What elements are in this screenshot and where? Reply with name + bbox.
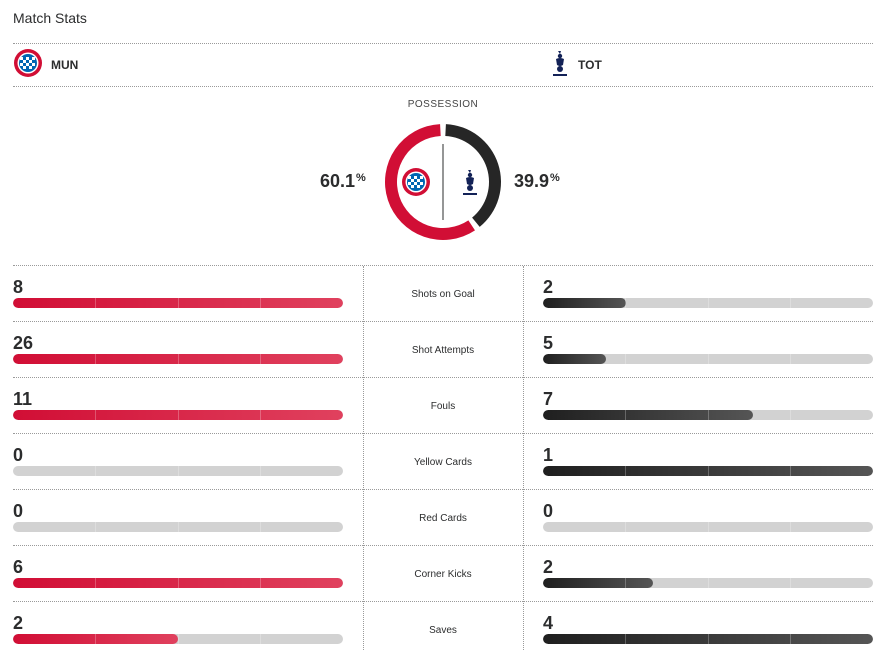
home-stat-bar [13,298,343,308]
home-stat-fill [13,298,343,308]
stat-label: Corner Kicks [414,569,472,580]
home-stat-value: 8 [13,277,24,297]
stat-row: 2 Saves 4 [13,602,873,658]
stat-row: 8 Shots on Goal 2 [13,266,873,322]
home-stat-fill [13,410,343,420]
home-stat-bar [13,578,343,588]
divider [13,377,873,378]
away-stat-fill [543,578,653,588]
stat-label: Red Cards [419,513,467,524]
stat-row: 26 Shot Attempts 5 [13,322,873,378]
possession-label: POSSESSION [407,99,479,110]
home-stat-bar [13,354,343,364]
home-team-abbr: MUN [51,58,79,72]
divider [13,265,873,266]
away-stat-fill [543,354,607,364]
divider [13,545,873,546]
divider [13,601,873,602]
away-stat-value: 7 [543,389,554,409]
home-team[interactable]: MUN [13,48,79,83]
away-stat-fill [543,410,753,420]
away-stat-fill [543,466,873,476]
stat-label: Fouls [430,401,456,412]
away-possession-arc [445,124,501,227]
home-stat-value: 0 [13,445,24,465]
away-stat-bar [543,522,873,532]
home-possession-value: 60.1% [320,171,366,191]
tottenham-cockerel-icon [463,170,477,195]
away-stat-value: 1 [543,445,554,465]
away-stat-bar [543,634,873,644]
away-stat-bar [543,410,873,420]
away-stat-bar [543,466,873,476]
stat-label: Saves [429,625,457,636]
bayern-crest-icon [402,168,430,196]
column-divider [523,266,524,650]
away-team-abbr: TOT [578,58,602,72]
divider [13,321,873,322]
home-stat-bar [13,466,343,476]
home-stat-fill [13,354,343,364]
away-stat-value: 5 [543,333,554,353]
stat-row: 6 Corner Kicks 2 [13,546,873,602]
bayern-crest-icon [13,48,43,83]
home-possession-arc [385,124,475,240]
away-stat-value: 2 [543,277,554,297]
divider [13,86,873,87]
away-stat-value: 2 [543,557,554,577]
home-stat-value: 11 [13,389,33,409]
home-stat-bar [13,410,343,420]
away-team[interactable]: TOT [550,50,602,80]
divider [13,43,873,44]
home-stat-value: 26 [13,333,34,353]
away-stat-fill [543,298,626,308]
tottenham-cockerel-icon [550,48,570,83]
away-stat-bar [543,298,873,308]
home-stat-bar [13,634,343,644]
stat-row: 0 Red Cards 0 [13,490,873,546]
stat-label: Yellow Cards [414,457,472,468]
away-stat-value: 4 [543,613,554,633]
away-stat-bar [543,354,873,364]
page-title: Match Stats [13,10,87,26]
home-stat-fill [13,578,343,588]
divider [13,489,873,490]
stat-row: 11 Fouls 7 [13,378,873,434]
home-stat-value: 2 [13,613,24,633]
stat-label: Shot Attempts [411,345,475,356]
home-stat-value: 0 [13,501,24,521]
away-stat-bar [543,578,873,588]
stat-label: Shots on Goal [411,289,475,300]
home-stat-fill [13,634,178,644]
home-stat-value: 6 [13,557,24,577]
home-stat-bar [13,522,343,532]
away-possession-value: 39.9% [514,171,560,191]
away-stat-fill [543,634,873,644]
divider [13,433,873,434]
column-divider [363,266,364,650]
stat-row: 0 Yellow Cards 1 [13,434,873,490]
away-stat-value: 0 [543,501,554,521]
possession-donut [383,122,503,242]
